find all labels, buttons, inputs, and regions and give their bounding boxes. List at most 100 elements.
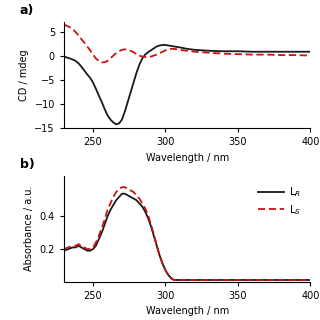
L$_R$ <box>193 278 196 282</box>
L$_R$ <box>111 203 115 207</box>
L$_R$ <box>134 198 138 202</box>
L$_R$ <box>146 216 150 220</box>
L$_S$ <box>164 268 167 272</box>
L$_S$ <box>193 278 196 282</box>
L$_R$ <box>158 254 162 258</box>
X-axis label: Wavelength / nm: Wavelength / nm <box>146 153 229 163</box>
L$_S$ <box>146 213 150 217</box>
L$_R$ <box>91 247 95 251</box>
L$_S$ <box>85 247 89 251</box>
L$_S$ <box>152 232 156 236</box>
L$_S$ <box>82 245 86 249</box>
L$_R$ <box>207 278 211 282</box>
L$_S$ <box>207 278 211 282</box>
L$_R$ <box>161 262 164 266</box>
L$_S$ <box>97 234 101 238</box>
L$_R$ <box>265 278 269 282</box>
L$_R$ <box>149 224 153 228</box>
L$_S$ <box>221 278 225 282</box>
L$_R$ <box>79 245 83 249</box>
L$_S$ <box>185 278 189 282</box>
L$_S$ <box>74 244 77 248</box>
L$_S$ <box>108 202 112 205</box>
L$_S$ <box>123 185 127 189</box>
L$_R$ <box>82 247 86 251</box>
L$_R$ <box>164 268 167 272</box>
L$_S$ <box>236 278 240 282</box>
L$_S$ <box>175 278 179 282</box>
L$_R$ <box>169 276 173 280</box>
L$_S$ <box>71 244 75 248</box>
L$_R$ <box>138 202 141 205</box>
L$_S$ <box>265 278 269 282</box>
L$_R$ <box>126 193 130 197</box>
L$_S$ <box>308 278 312 282</box>
L$_S$ <box>149 223 153 227</box>
X-axis label: Wavelength / nm: Wavelength / nm <box>146 306 229 316</box>
Y-axis label: Absorbance / a.u.: Absorbance / a.u. <box>24 186 34 271</box>
L$_R$ <box>103 223 107 227</box>
L$_R$ <box>76 244 80 248</box>
L$_S$ <box>120 185 124 189</box>
L$_S$ <box>166 273 170 277</box>
L$_S$ <box>143 206 147 210</box>
Legend: L$_R$, L$_S$: L$_R$, L$_S$ <box>253 181 305 221</box>
L$_S$ <box>67 245 70 249</box>
L$_R$ <box>185 278 189 282</box>
L$_S$ <box>62 247 66 251</box>
L$_R$ <box>114 198 118 202</box>
L$_R$ <box>120 192 124 196</box>
L$_R$ <box>100 231 104 235</box>
L$_R$ <box>251 278 254 282</box>
L$_S$ <box>178 278 182 282</box>
L$_S$ <box>106 208 109 212</box>
L$_R$ <box>106 215 109 219</box>
Text: b): b) <box>20 157 34 171</box>
L$_S$ <box>94 241 98 244</box>
L$_R$ <box>97 237 101 241</box>
L$_R$ <box>155 244 159 248</box>
L$_R$ <box>178 278 182 282</box>
L$_S$ <box>111 195 115 199</box>
L$_S$ <box>169 276 173 280</box>
L$_R$ <box>123 192 127 196</box>
L$_S$ <box>132 190 135 194</box>
L$_R$ <box>221 278 225 282</box>
L$_S$ <box>76 242 80 246</box>
L$_S$ <box>294 278 298 282</box>
L$_S$ <box>117 187 121 191</box>
L$_R$ <box>129 195 132 199</box>
L$_S$ <box>172 278 176 282</box>
Line: L$_S$: L$_S$ <box>64 187 310 280</box>
L$_R$ <box>308 278 312 282</box>
L$_S$ <box>158 254 162 258</box>
L$_R$ <box>140 205 144 209</box>
Line: L$_R$: L$_R$ <box>64 194 310 280</box>
L$_R$ <box>166 273 170 277</box>
L$_R$ <box>71 245 75 249</box>
L$_S$ <box>129 188 132 192</box>
L$_R$ <box>74 245 77 249</box>
L$_R$ <box>67 247 70 251</box>
Text: a): a) <box>20 4 34 17</box>
L$_R$ <box>132 197 135 201</box>
L$_R$ <box>279 278 283 282</box>
L$_R$ <box>85 249 89 252</box>
L$_S$ <box>140 202 144 205</box>
L$_S$ <box>126 187 130 191</box>
L$_S$ <box>138 197 141 201</box>
L$_S$ <box>161 262 164 266</box>
L$_S$ <box>100 226 104 230</box>
L$_S$ <box>134 193 138 197</box>
L$_R$ <box>143 210 147 213</box>
L$_S$ <box>251 278 254 282</box>
L$_R$ <box>108 208 112 212</box>
L$_R$ <box>62 249 66 252</box>
L$_S$ <box>103 218 107 222</box>
L$_R$ <box>294 278 298 282</box>
L$_R$ <box>152 234 156 238</box>
L$_R$ <box>94 244 98 248</box>
L$_S$ <box>155 244 159 248</box>
L$_S$ <box>279 278 283 282</box>
Y-axis label: CD / mdeg: CD / mdeg <box>19 50 29 101</box>
